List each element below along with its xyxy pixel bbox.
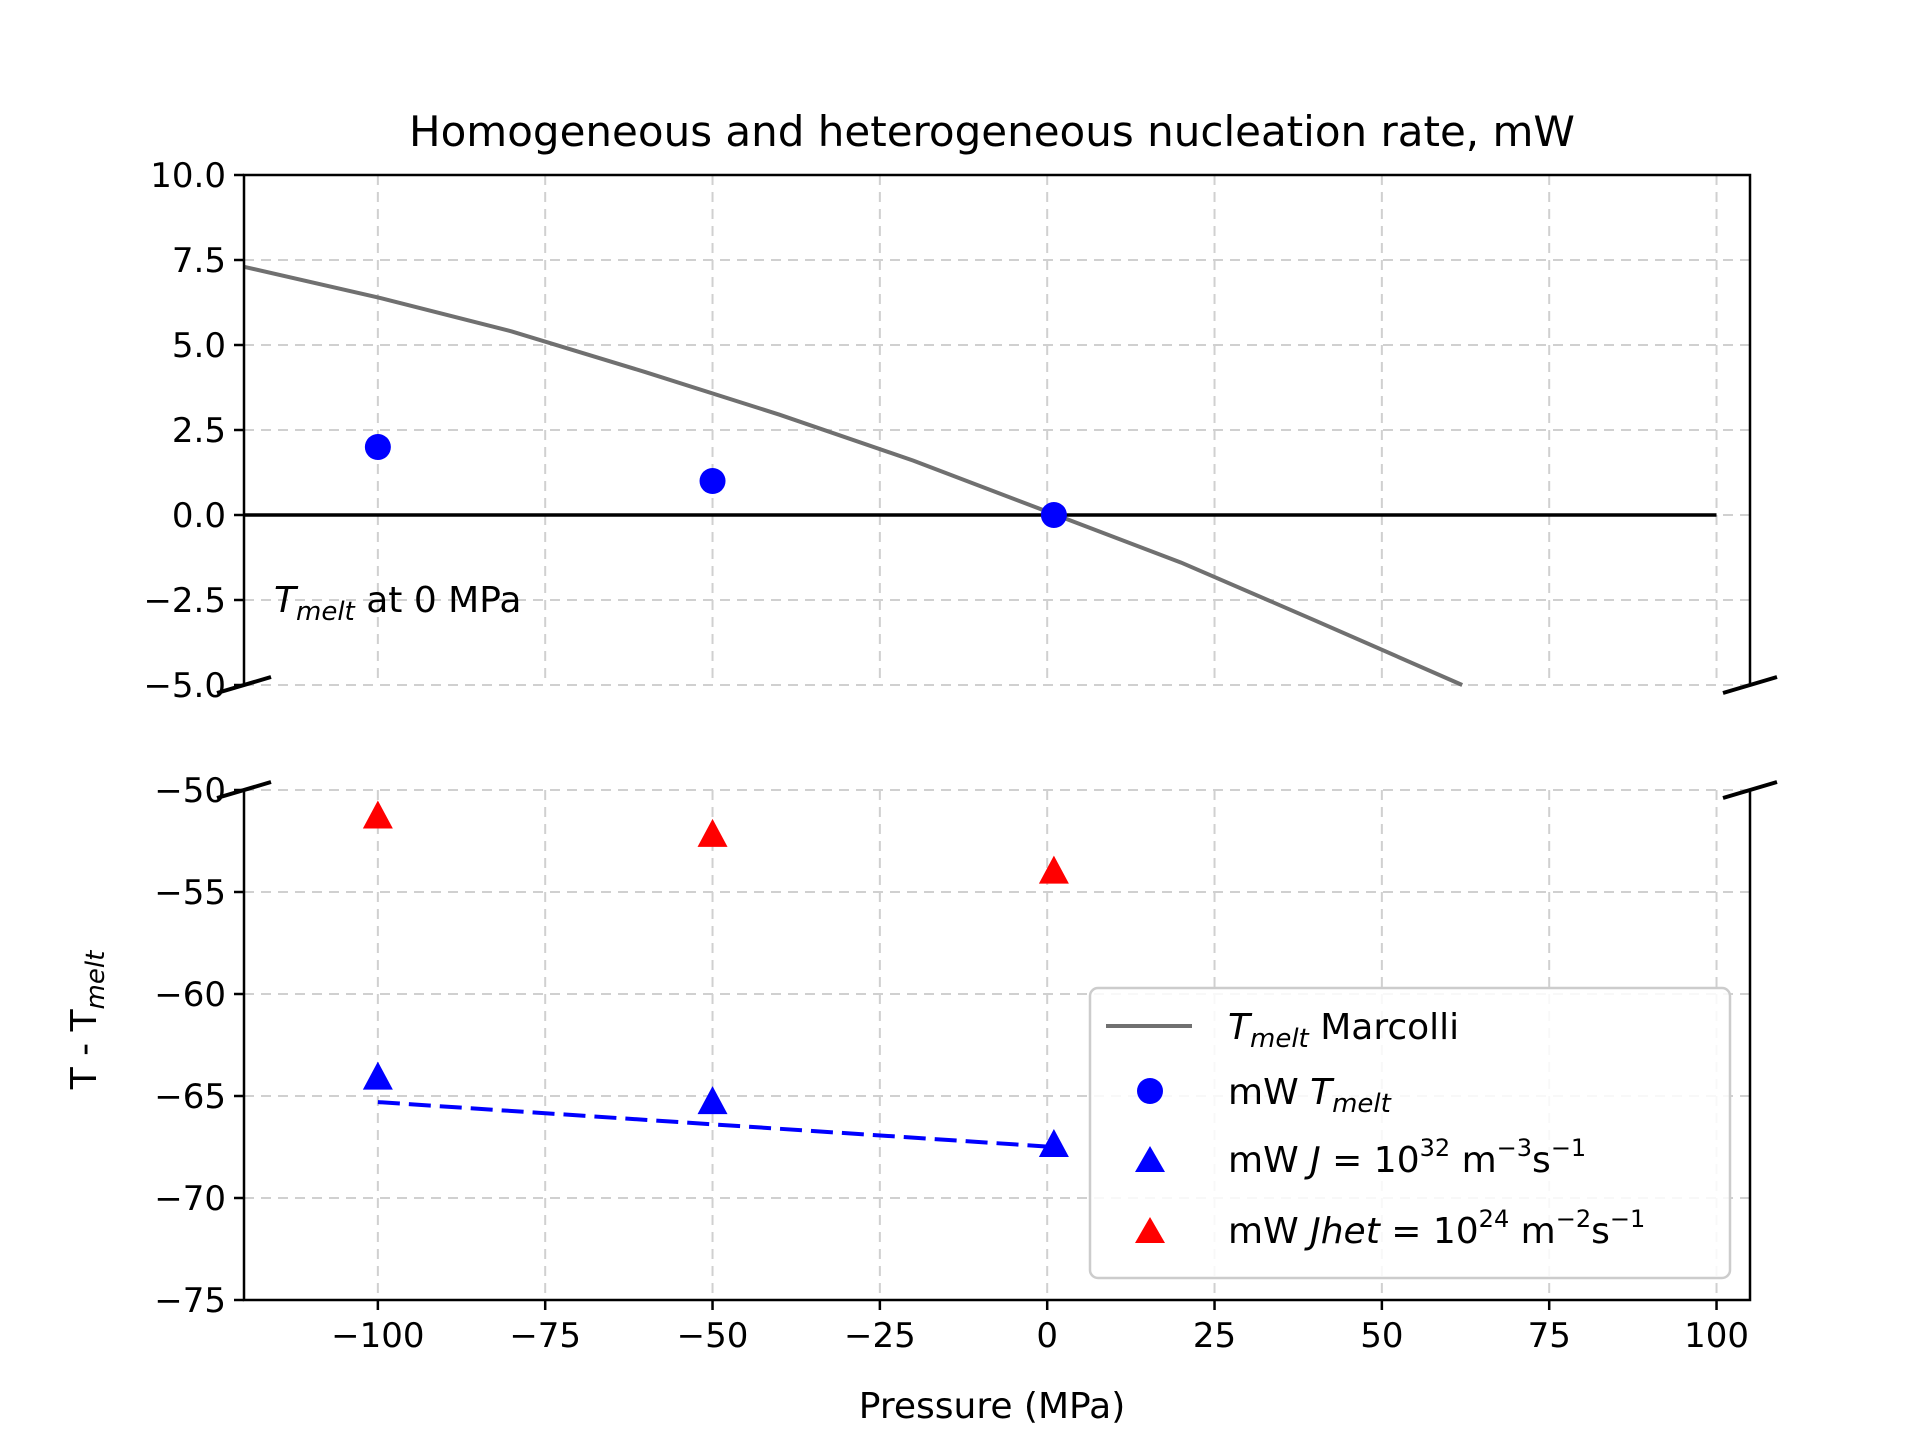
tmelt-annotation: Tmelt at 0 MPa bbox=[274, 580, 521, 627]
axis-break-mark bbox=[216, 675, 272, 695]
lower-panel: −50 −55 −60 −65 −70 −75 −100 −75 −50 −25 0 25 50 75 1… bbox=[154, 771, 1752, 1356]
series-tmelt-marcolli-line bbox=[243, 264, 1464, 687]
legend-frame bbox=[1088, 986, 1732, 1280]
point-mw-j-hom bbox=[362, 1061, 393, 1090]
y-tick-label: 5.0 bbox=[172, 326, 226, 366]
axis-break-mark bbox=[216, 780, 272, 800]
legend-swatch-mw-j-hom bbox=[1135, 1146, 1165, 1172]
point-mw-j-hom bbox=[1038, 1128, 1069, 1157]
x-tick-label: 25 bbox=[1193, 1316, 1236, 1356]
y-axis-label: T - Tmelt bbox=[64, 950, 111, 1090]
upper-panel: 10.0 7.5 5.0 2.5 0.0 −2.5 −5.0 Tmelt at 0 MPa bbox=[143, 156, 1752, 706]
axis-break-mark bbox=[1722, 675, 1778, 695]
x-tick-label: −25 bbox=[844, 1316, 916, 1356]
point-mw-tmelt bbox=[699, 468, 726, 494]
legend-label-tmelt-marcolli: Tmelt Marcolli bbox=[1228, 1007, 1459, 1054]
point-mw-j-hom bbox=[697, 1086, 728, 1115]
y-tick-label: −60 bbox=[154, 975, 226, 1015]
y-tick-label: 10.0 bbox=[150, 156, 226, 196]
x-tick-label: 0 bbox=[1036, 1316, 1058, 1356]
lower-series bbox=[362, 800, 1069, 1157]
x-axis: −100 −75 −50 −25 0 25 50 75 100 bbox=[331, 1300, 1749, 1356]
x-tick-label: 50 bbox=[1360, 1316, 1403, 1356]
legend-label-mw-tmelt: mW Tmelt bbox=[1228, 1072, 1392, 1119]
axis-break-marks bbox=[216, 675, 1778, 800]
axis-break-mark bbox=[1722, 780, 1778, 800]
legend-label-mw-j-het: mW Jhet = 1024 m−2s−1 bbox=[1228, 1205, 1645, 1252]
y-tick-label: −75 bbox=[154, 1281, 226, 1321]
point-mw-j-het bbox=[697, 818, 728, 847]
y-tick-label: 7.5 bbox=[172, 241, 226, 281]
lower-y-axis: −50 −55 −60 −65 −70 −75 bbox=[154, 771, 244, 1321]
lower-axes-frame bbox=[242, 790, 1752, 1302]
y-tick-label: −70 bbox=[154, 1179, 226, 1219]
y-tick-label: 0.0 bbox=[172, 496, 226, 536]
x-tick-label: −50 bbox=[677, 1316, 749, 1356]
legend-swatch-mw-tmelt bbox=[1137, 1078, 1163, 1104]
point-mw-j-het bbox=[362, 800, 393, 829]
y-tick-label: −65 bbox=[154, 1077, 226, 1117]
upper-y-axis: 10.0 7.5 5.0 2.5 0.0 −2.5 −5.0 bbox=[143, 156, 244, 706]
y-tick-label: 2.5 bbox=[172, 411, 226, 451]
y-tick-label: −2.5 bbox=[143, 581, 226, 621]
point-mw-tmelt bbox=[1040, 502, 1067, 528]
x-tick-label: 75 bbox=[1528, 1316, 1571, 1356]
x-tick-label: −100 bbox=[331, 1316, 424, 1356]
y-tick-label: −50 bbox=[154, 771, 226, 811]
legend: Tmelt Marcolli mW Tmelt mW J = 1032 m−3s… bbox=[1088, 986, 1732, 1280]
x-tick-label: −75 bbox=[509, 1316, 581, 1356]
legend-swatch-mw-j-het bbox=[1135, 1217, 1165, 1243]
lower-frame bbox=[242, 790, 1752, 1302]
series-mw-j-fit-line bbox=[377, 1100, 1055, 1149]
point-mw-tmelt bbox=[364, 434, 391, 460]
x-tick-label: 100 bbox=[1684, 1316, 1749, 1356]
upper-series bbox=[243, 264, 1717, 687]
x-axis-label: Pressure (MPa) bbox=[859, 1386, 1125, 1427]
chart-title: Homogeneous and heterogeneous nucleation… bbox=[409, 107, 1575, 156]
y-tick-label: −5.0 bbox=[143, 666, 226, 706]
legend-label-mw-j-hom: mW J = 1032 m−3s−1 bbox=[1228, 1134, 1586, 1181]
y-tick-label: −55 bbox=[154, 873, 226, 913]
point-mw-j-het bbox=[1038, 855, 1069, 884]
